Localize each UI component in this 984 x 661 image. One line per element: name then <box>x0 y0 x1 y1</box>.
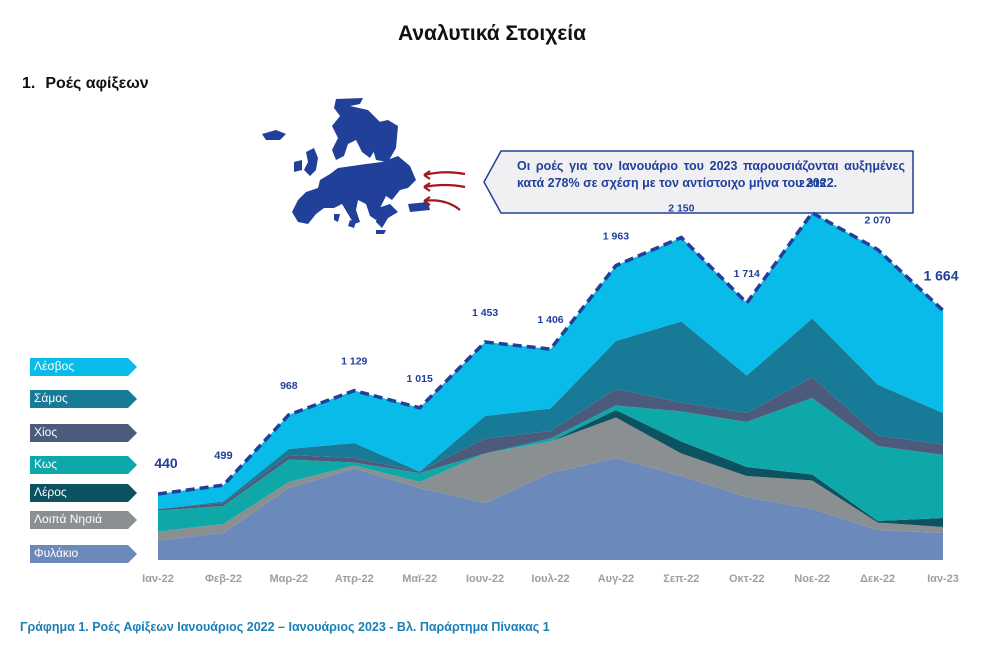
x-tick-label: Οκτ-22 <box>729 573 765 585</box>
legend-item: Χίος <box>30 424 138 442</box>
legend-item: Κως <box>30 456 138 474</box>
area-series-0 <box>158 458 943 560</box>
legend-marker <box>30 358 137 376</box>
europe-map-icon <box>258 96 478 236</box>
total-label: 1 664 <box>923 267 958 283</box>
x-tick-label: Νοε-22 <box>794 573 830 585</box>
x-tick-label: Ιαν-22 <box>142 573 174 585</box>
legend-marker <box>30 456 137 474</box>
area-series-6 <box>158 212 943 510</box>
legend-label: Λοιπά Νησιά <box>34 512 103 526</box>
x-tick-label: Μαρ-22 <box>270 573 309 585</box>
legend-label: Σάμος <box>34 391 68 405</box>
total-label: 1 963 <box>603 231 629 243</box>
chart-caption: Γράφημα 1. Ροές Αφίξεων Ιανουάριος 2022 … <box>20 620 550 634</box>
total-label: 1 129 <box>341 356 367 368</box>
legend-item: Σάμος <box>30 390 138 408</box>
total-label: 1 714 <box>734 268 760 280</box>
x-tick-label: Ιουλ-22 <box>531 573 569 585</box>
legend-marker <box>30 390 137 408</box>
legend-label: Χίος <box>34 425 58 439</box>
section-title: Ροές αφίξεων <box>45 75 149 92</box>
x-tick-label: Σεπ-22 <box>663 573 699 585</box>
legend-marker <box>30 511 137 529</box>
x-tick-label: Ιουν-22 <box>466 573 504 585</box>
legend-marker <box>30 545 137 563</box>
total-label: 440 <box>154 455 178 471</box>
legend-marker <box>30 424 137 442</box>
x-tick-label: Φεβ-22 <box>205 573 242 585</box>
x-tick-label: Μαϊ-22 <box>402 573 437 585</box>
page-title: Αναλυτικά Στοιχεία <box>397 22 586 45</box>
area-series-5 <box>158 318 943 509</box>
callout-text: Οι ροές για τον Ιανουάριο του 2023 παρου… <box>517 159 905 190</box>
total-label: 499 <box>214 450 232 462</box>
section-number: 1. <box>22 75 36 92</box>
legend-item: Φυλάκιο <box>30 545 138 563</box>
legend-item: Λέρος <box>30 484 138 502</box>
x-tick-label: Απρ-22 <box>335 573 374 585</box>
total-label: 1 406 <box>537 314 563 326</box>
total-label: 1 015 <box>407 373 433 385</box>
x-tick-label: Αυγ-22 <box>598 573 634 585</box>
total-label: 968 <box>280 380 298 392</box>
total-label: 2 150 <box>668 203 694 215</box>
legend-item: Λέσβος <box>30 358 138 376</box>
area-series-1 <box>158 417 943 541</box>
total-label: 2 070 <box>864 215 890 227</box>
total-line <box>157 210 945 496</box>
legend-marker <box>30 484 137 502</box>
legend-label: Φυλάκιο <box>34 546 79 560</box>
legend-item: Λοιπά Νησιά <box>30 511 138 529</box>
total-label: 1 453 <box>472 307 498 319</box>
total-label: 2 315 <box>799 178 825 190</box>
section-heading: 1. Ροές αφίξεων <box>22 75 149 93</box>
legend-label: Λέσβος <box>34 359 75 373</box>
callout-box: Οι ροές για τον Ιανουάριο του 2023 παρου… <box>483 150 915 214</box>
x-tick-label: Ιαν-23 <box>927 573 959 585</box>
area-series-3 <box>158 398 943 532</box>
legend-label: Κως <box>34 457 58 471</box>
x-tick-label: Δεκ-22 <box>860 573 895 585</box>
legend-label: Λέρος <box>34 485 67 499</box>
